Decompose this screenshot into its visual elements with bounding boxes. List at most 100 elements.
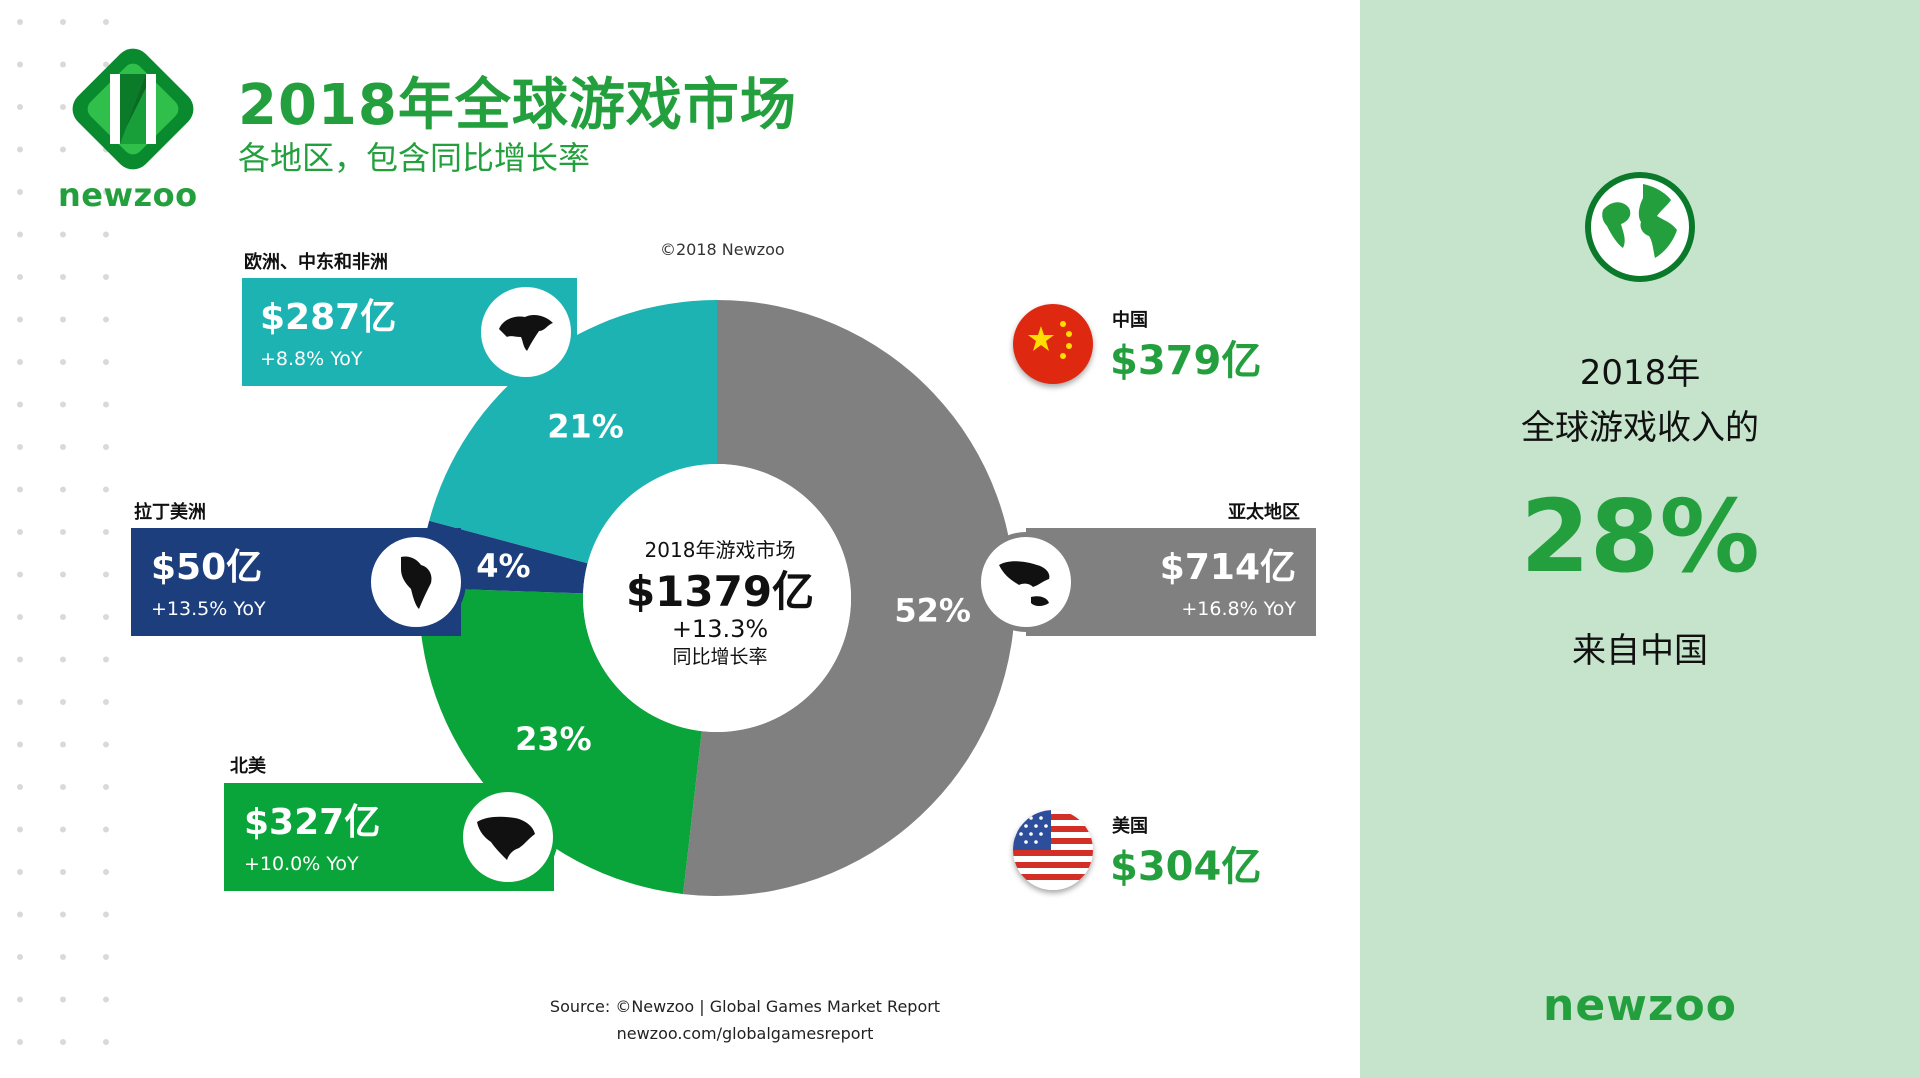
decoration-dot bbox=[103, 911, 109, 918]
decoration-dot bbox=[17, 316, 23, 323]
decoration-dot bbox=[60, 19, 66, 25]
decoration-dot bbox=[17, 486, 23, 493]
decoration-dot bbox=[103, 19, 109, 25]
decoration-dot bbox=[60, 316, 66, 323]
decoration-dot bbox=[103, 274, 109, 280]
usa-flag-icon bbox=[1013, 810, 1093, 890]
decoration-dot bbox=[17, 571, 23, 578]
decoration-dot bbox=[60, 61, 66, 68]
newzoo-logo bbox=[58, 34, 208, 214]
decoration-dot bbox=[60, 656, 66, 663]
slice-percent-label-3: 21% bbox=[547, 408, 624, 446]
yoy-apac: +16.8% YoY bbox=[1181, 598, 1296, 620]
donut-chart: 52% 23% 4% 21% bbox=[419, 299, 1015, 896]
decoration-dot bbox=[17, 741, 23, 748]
country-name-usa: 美国 bbox=[1112, 816, 1148, 837]
yoy-emea: +8.8% YoY bbox=[260, 348, 363, 370]
rp-newzoo-wordmark: newzoo bbox=[1543, 980, 1737, 1031]
country-name-china: 中国 bbox=[1112, 310, 1148, 331]
decoration-dot bbox=[60, 614, 66, 620]
slice-percent-label-2: 4% bbox=[476, 547, 530, 585]
rp-desc-line: 全球游戏收入的 bbox=[1521, 408, 1759, 448]
donut-slice-0 bbox=[683, 300, 1015, 896]
decoration-dot bbox=[60, 529, 66, 535]
amount-na: $327亿 bbox=[244, 802, 381, 843]
decoration-dot bbox=[17, 614, 23, 620]
yoy-latam: +13.5% YoY bbox=[151, 598, 266, 620]
decoration-dot bbox=[60, 996, 66, 1003]
decoration-dot bbox=[60, 401, 66, 408]
center-total: $1379亿 bbox=[625, 567, 815, 616]
slice-percent-label-0: 52% bbox=[894, 591, 971, 629]
north-america-map-icon bbox=[458, 787, 558, 887]
decoration-dot bbox=[17, 444, 23, 450]
source-line-1: Source: ©Newzoo | Global Games Market Re… bbox=[549, 997, 941, 1016]
decoration-dot bbox=[103, 444, 109, 450]
yoy-na: +10.0% YoY bbox=[244, 853, 359, 875]
globe-icon bbox=[1583, 170, 1697, 288]
decoration-dot bbox=[60, 741, 66, 748]
newzoo-wordmark: newzoo bbox=[58, 176, 198, 214]
decoration-dot bbox=[17, 911, 23, 918]
decoration-dot bbox=[60, 359, 66, 365]
decoration-dot bbox=[60, 1039, 66, 1045]
page-title: 2018年全球游戏市场 bbox=[238, 73, 797, 138]
decoration-dot bbox=[103, 996, 109, 1003]
region-name-emea: 欧洲、中东和非洲 bbox=[244, 252, 388, 273]
right-panel: 2018年 全球游戏收入的 28% 来自中国 newzoo bbox=[1360, 0, 1920, 1078]
decoration-dot bbox=[17, 359, 23, 365]
decoration-dot bbox=[17, 1039, 23, 1045]
region-name-latam: 拉丁美洲 bbox=[134, 502, 206, 523]
decoration-dot bbox=[60, 954, 66, 960]
decoration-dot bbox=[60, 699, 66, 705]
decoration-dot bbox=[60, 274, 66, 280]
decoration-dot bbox=[17, 529, 23, 535]
decoration-dot bbox=[17, 189, 23, 195]
rp-from-line: 来自中国 bbox=[1572, 631, 1708, 671]
decoration-dot bbox=[103, 231, 109, 238]
decoration-dot bbox=[60, 104, 66, 110]
decoration-dot bbox=[103, 954, 109, 960]
decoration-dot bbox=[103, 401, 109, 408]
decoration-dot bbox=[60, 486, 66, 493]
decoration-dot bbox=[17, 954, 23, 960]
decoration-dot bbox=[103, 529, 109, 535]
amount-apac: $714亿 bbox=[1159, 547, 1296, 588]
amount-emea: $287亿 bbox=[260, 297, 397, 338]
decoration-dot bbox=[60, 231, 66, 238]
center-growth: +13.3% bbox=[671, 615, 769, 643]
decoration-dot bbox=[60, 146, 66, 153]
decoration-dot bbox=[17, 146, 23, 153]
region-name-apac: 亚太地区 bbox=[1228, 502, 1300, 523]
asia-pacific-map-icon bbox=[976, 532, 1076, 632]
decoration-dot bbox=[60, 869, 66, 875]
decoration-dot bbox=[103, 784, 109, 790]
decoration-dot bbox=[60, 189, 66, 195]
source-line-2: newzoo.com/globalgamesreport bbox=[616, 1024, 874, 1043]
decoration-dot bbox=[103, 869, 109, 875]
decoration-dot bbox=[17, 656, 23, 663]
decoration-dot bbox=[17, 826, 23, 833]
decoration-dot bbox=[103, 316, 109, 323]
decoration-dot bbox=[103, 571, 109, 578]
rp-year-line: 2018年 bbox=[1579, 353, 1701, 393]
europe-africa-map-icon bbox=[476, 282, 576, 382]
center-growth-label: 同比增长率 bbox=[672, 646, 768, 668]
decoration-dot bbox=[103, 656, 109, 663]
decoration-dot bbox=[17, 869, 23, 875]
decoration-dot bbox=[60, 444, 66, 450]
decoration-dot bbox=[17, 61, 23, 68]
decoration-dot bbox=[103, 741, 109, 748]
decoration-dot bbox=[103, 699, 109, 705]
decoration-dot bbox=[103, 359, 109, 365]
donut-center-hole bbox=[583, 464, 851, 732]
dot-grid-decoration bbox=[17, 19, 109, 1045]
decoration-dot bbox=[103, 61, 109, 68]
decoration-dot bbox=[17, 784, 23, 790]
newzoo-logo-icon bbox=[72, 48, 194, 170]
decoration-dot bbox=[103, 1039, 109, 1045]
decoration-dot bbox=[103, 614, 109, 620]
decoration-dot bbox=[103, 189, 109, 195]
donut-slice-3 bbox=[429, 299, 717, 564]
decoration-dot bbox=[17, 996, 23, 1003]
